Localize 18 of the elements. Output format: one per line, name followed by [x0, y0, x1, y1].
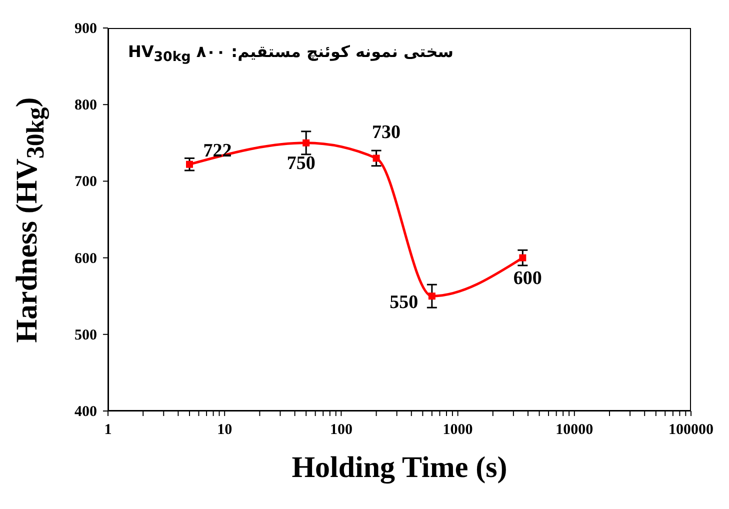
data-label: 600 — [513, 268, 542, 289]
y-tick-label: 900 — [74, 21, 97, 37]
x-tick-label: 10 — [217, 422, 232, 438]
x-tick-label: 1000 — [442, 422, 473, 438]
data-label: 722 — [203, 140, 232, 162]
x-axis-title: Holding Time (s) — [290, 451, 508, 485]
y-tick-label: 400 — [74, 404, 97, 420]
y-tick-label: 600 — [74, 250, 97, 267]
x-tick-label: 100 — [330, 422, 352, 438]
data-label: 730 — [372, 122, 401, 144]
data-label: 750 — [286, 152, 316, 174]
x-tick-label: 1 — [104, 422, 112, 438]
x-tick-label: 10000 — [556, 422, 594, 438]
y-tick-label: 500 — [74, 327, 97, 344]
y-tick-label: 800 — [74, 98, 97, 114]
x-tick-label: 100000 — [668, 422, 714, 438]
data-label: 550 — [390, 292, 418, 314]
y-tick-label: 700 — [74, 174, 97, 190]
